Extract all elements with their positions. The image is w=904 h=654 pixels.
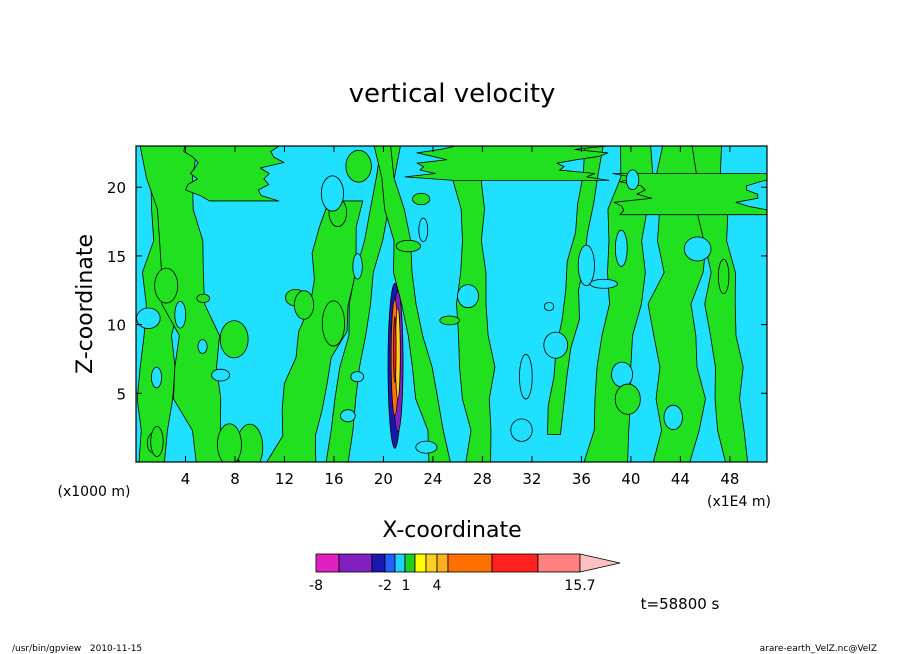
x-tick-label: 48 bbox=[720, 470, 739, 488]
x-unit-label: (x1E4 m) bbox=[707, 494, 771, 510]
positive-band bbox=[647, 146, 707, 462]
contour-cell bbox=[321, 300, 346, 347]
contour-cell bbox=[151, 366, 162, 389]
positive-band bbox=[373, 146, 451, 462]
contour-cell bbox=[345, 149, 372, 183]
colorbar-tick-label: -8 bbox=[309, 578, 323, 594]
colorbar bbox=[315, 553, 621, 573]
contour-cell bbox=[418, 217, 429, 242]
colorbar-tick-label: 1 bbox=[402, 578, 411, 594]
contour-cell bbox=[395, 239, 421, 253]
x-tick-label: 44 bbox=[671, 470, 690, 488]
colorbar-segment bbox=[338, 553, 373, 573]
contour-cell bbox=[219, 320, 249, 359]
contour-cell bbox=[614, 383, 641, 415]
contour-cell bbox=[320, 175, 344, 212]
time-annotation: t=58800 s bbox=[641, 595, 720, 613]
contour-cell bbox=[340, 409, 356, 423]
colorbar-segment bbox=[404, 553, 416, 573]
colorbar-tick-label: 15.7 bbox=[564, 578, 595, 594]
x-tick-label: 8 bbox=[230, 470, 240, 488]
y-axis-label: Z-coordinate bbox=[73, 234, 98, 374]
positive-band bbox=[404, 146, 610, 181]
contour-cell bbox=[197, 339, 208, 354]
y-axis: 5 10 15 20 bbox=[107, 179, 767, 403]
y-tick-label: 5 bbox=[116, 385, 126, 403]
contour-cell bbox=[350, 371, 365, 383]
contour-cell bbox=[663, 404, 683, 430]
colorbar-segment bbox=[315, 553, 340, 573]
core-contour bbox=[393, 315, 397, 383]
contour-cell bbox=[439, 315, 460, 326]
chart-title: vertical velocity bbox=[349, 79, 556, 109]
contour-cell bbox=[543, 331, 569, 359]
x-axis: 4 8 12 16 20 24 28 32 36 40 44 48 bbox=[181, 146, 739, 488]
colorbar-tick-label: -2 bbox=[378, 578, 392, 594]
x-tick-label: 12 bbox=[275, 470, 294, 488]
positive-band bbox=[612, 173, 767, 216]
contour-cell bbox=[577, 244, 595, 287]
footer-right: arare-earth_VelZ.nc@VelZ bbox=[760, 644, 877, 654]
contour-cell bbox=[683, 236, 712, 262]
x-tick-label: 40 bbox=[621, 470, 640, 488]
y-tick-label: 10 bbox=[107, 317, 126, 335]
contour-cell bbox=[415, 440, 438, 454]
colorbar-tick-label: 4 bbox=[433, 578, 442, 594]
contour-cell bbox=[196, 293, 210, 303]
x-tick-label: 20 bbox=[374, 470, 393, 488]
colorbar-segment bbox=[436, 553, 449, 573]
colorbar-segment bbox=[394, 553, 406, 573]
colorbar-segment bbox=[491, 553, 539, 573]
updraft-core bbox=[387, 282, 404, 449]
contour-cell bbox=[614, 229, 628, 267]
colorbar-segment bbox=[425, 553, 438, 573]
contour-cell bbox=[611, 361, 634, 388]
x-tick-label: 24 bbox=[423, 470, 442, 488]
contour-cell bbox=[174, 300, 187, 329]
contour-cell bbox=[412, 192, 431, 206]
y-unit-label: (x1000 m) bbox=[58, 484, 131, 500]
contour-cell bbox=[519, 353, 533, 400]
contour-cell bbox=[211, 368, 230, 382]
contour-cell bbox=[625, 169, 640, 191]
x-tick-label: 36 bbox=[572, 470, 591, 488]
contour-cell bbox=[543, 301, 555, 312]
x-axis-label: X-coordinate bbox=[382, 518, 521, 543]
positive-band bbox=[266, 200, 364, 462]
colorbar-segment bbox=[537, 553, 581, 573]
y-tick-label: 20 bbox=[107, 179, 126, 197]
colorbar-segment bbox=[371, 553, 386, 573]
contour-cell bbox=[150, 426, 164, 457]
colorbar-segment bbox=[447, 553, 493, 573]
contour-cell bbox=[136, 307, 161, 329]
contour-cell bbox=[510, 418, 533, 442]
contour-cell bbox=[457, 284, 479, 309]
positive-band bbox=[183, 146, 285, 202]
contour-cell bbox=[352, 253, 363, 280]
plot-frame bbox=[135, 145, 768, 463]
positive-band bbox=[547, 146, 604, 435]
plot-area bbox=[136, 146, 767, 462]
contour-cell bbox=[589, 278, 618, 289]
y-tick-label: 15 bbox=[107, 248, 126, 266]
velocity-field bbox=[136, 146, 767, 462]
x-tick-label: 32 bbox=[522, 470, 541, 488]
x-tick-label: 16 bbox=[324, 470, 343, 488]
colorbar-segment bbox=[384, 553, 396, 573]
contour-cell bbox=[717, 258, 730, 295]
colorbar-segment bbox=[414, 553, 427, 573]
x-tick-label: 28 bbox=[473, 470, 492, 488]
x-tick-label: 4 bbox=[181, 470, 191, 488]
footer-left: /usr/bin/gpview 2010-11-15 bbox=[12, 644, 142, 654]
contour-cell bbox=[294, 290, 315, 320]
contour-cell bbox=[217, 423, 242, 462]
positive-band bbox=[691, 146, 749, 462]
colorbar-labels: -8 -2 1 4 15.7 bbox=[309, 578, 596, 594]
colorbar-extend-arrow bbox=[579, 553, 621, 573]
contour-cell bbox=[154, 267, 179, 304]
